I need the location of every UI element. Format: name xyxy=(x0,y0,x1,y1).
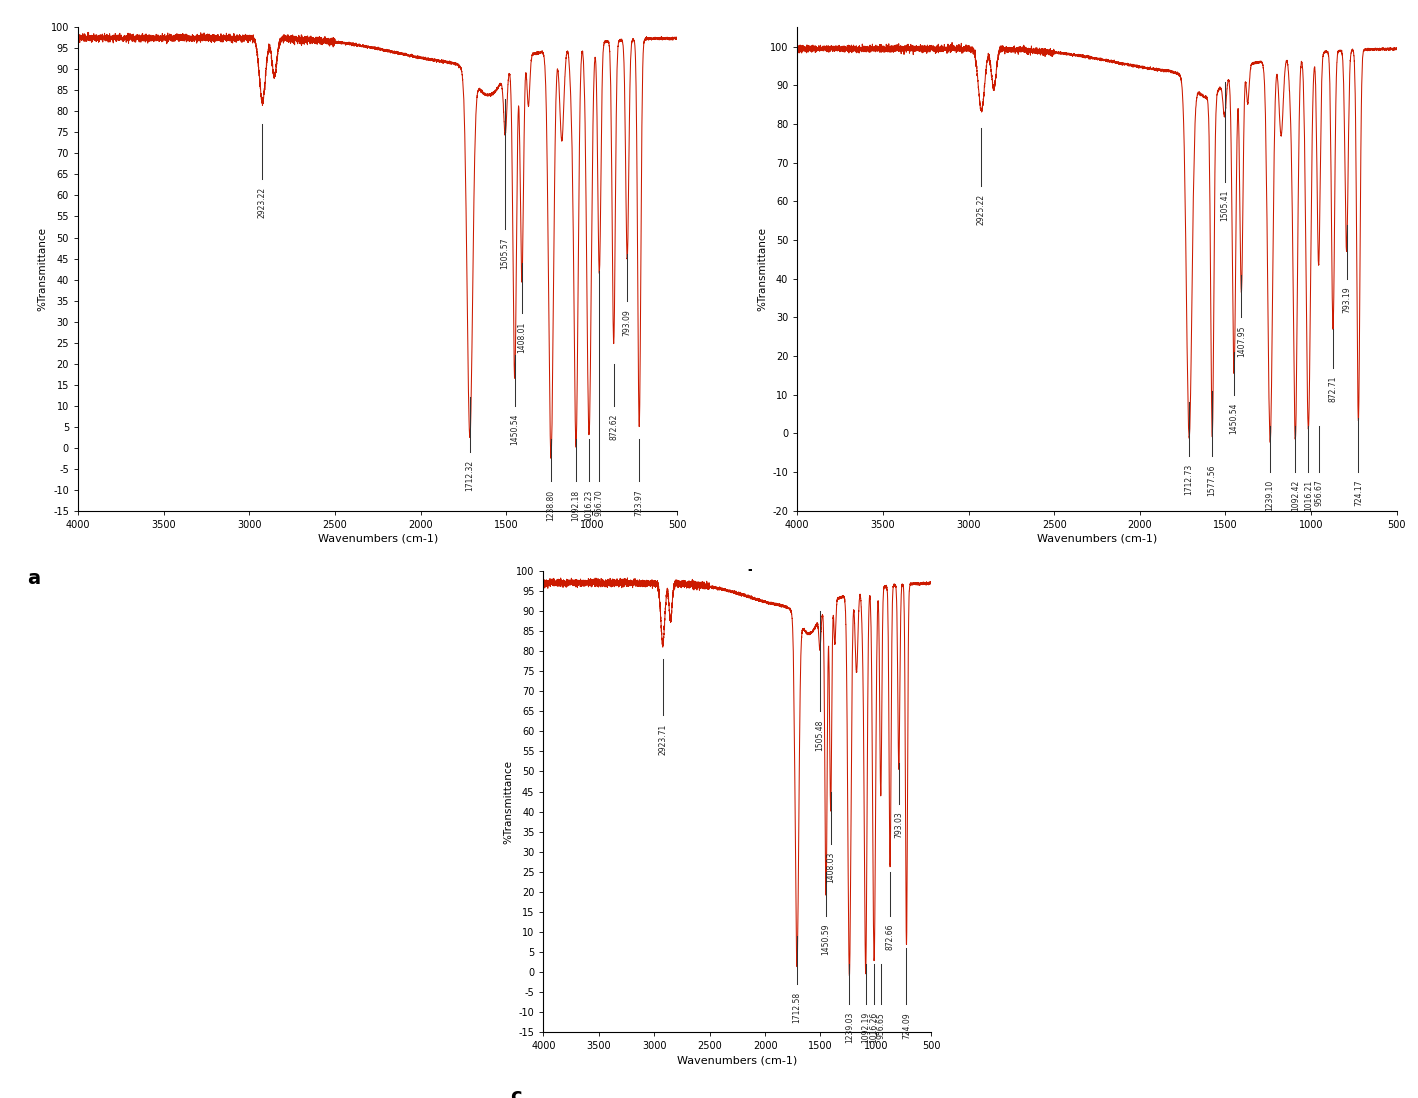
Text: 1505.57: 1505.57 xyxy=(501,237,509,269)
Text: 872.62: 872.62 xyxy=(610,414,618,440)
Text: 1505.48: 1505.48 xyxy=(815,719,824,751)
Text: 1450.54: 1450.54 xyxy=(1229,402,1238,434)
Text: 1238.80: 1238.80 xyxy=(546,490,556,520)
Text: 1016.26: 1016.26 xyxy=(869,1012,879,1043)
Text: 956.65: 956.65 xyxy=(876,1012,885,1039)
Text: 1577.56: 1577.56 xyxy=(1208,464,1217,495)
Text: 956.67: 956.67 xyxy=(1314,480,1323,506)
Text: 1239.10: 1239.10 xyxy=(1266,480,1275,511)
X-axis label: Wavenumbers (cm-1): Wavenumbers (cm-1) xyxy=(318,534,438,544)
Text: 2923.71: 2923.71 xyxy=(658,724,668,754)
Text: 1092.19: 1092.19 xyxy=(861,1012,871,1043)
Text: 872.71: 872.71 xyxy=(1329,376,1337,402)
Text: 1016.21: 1016.21 xyxy=(1303,480,1313,511)
Text: 1450.59: 1450.59 xyxy=(821,923,831,955)
Text: 1505.41: 1505.41 xyxy=(1219,190,1229,221)
Text: 723.97: 723.97 xyxy=(635,490,644,516)
Text: 956.70: 956.70 xyxy=(594,490,604,516)
Text: b: b xyxy=(746,569,760,587)
Text: 1239.03: 1239.03 xyxy=(845,1012,854,1043)
Text: 1092.42: 1092.42 xyxy=(1290,480,1300,511)
Text: 1408.03: 1408.03 xyxy=(827,852,835,883)
Y-axis label: %Transmittance: %Transmittance xyxy=(503,760,513,843)
Text: 1712.32: 1712.32 xyxy=(465,460,474,491)
Y-axis label: %Transmittance: %Transmittance xyxy=(38,227,48,311)
X-axis label: Wavenumbers (cm-1): Wavenumbers (cm-1) xyxy=(1037,534,1157,544)
Text: 793.03: 793.03 xyxy=(895,811,903,838)
Text: 1712.58: 1712.58 xyxy=(793,991,801,1023)
Text: 793.19: 793.19 xyxy=(1341,287,1351,313)
Text: c: c xyxy=(510,1087,522,1098)
Text: 2923.22: 2923.22 xyxy=(258,187,267,219)
Text: 793.09: 793.09 xyxy=(623,309,632,336)
Text: 1407.95: 1407.95 xyxy=(1236,325,1246,357)
Text: 1092.18: 1092.18 xyxy=(571,490,580,520)
Text: a: a xyxy=(27,569,40,587)
Y-axis label: %Transmittance: %Transmittance xyxy=(757,227,767,311)
Text: 1450.54: 1450.54 xyxy=(510,414,519,446)
Text: 1016.23: 1016.23 xyxy=(584,490,594,520)
X-axis label: Wavenumbers (cm-1): Wavenumbers (cm-1) xyxy=(678,1055,797,1065)
Text: 1712.73: 1712.73 xyxy=(1184,464,1194,495)
Text: 1408.01: 1408.01 xyxy=(518,322,526,352)
Text: 724.09: 724.09 xyxy=(902,1012,910,1039)
Text: 2925.22: 2925.22 xyxy=(977,193,986,225)
Text: 724.17: 724.17 xyxy=(1354,480,1363,506)
Text: 872.66: 872.66 xyxy=(885,923,895,951)
